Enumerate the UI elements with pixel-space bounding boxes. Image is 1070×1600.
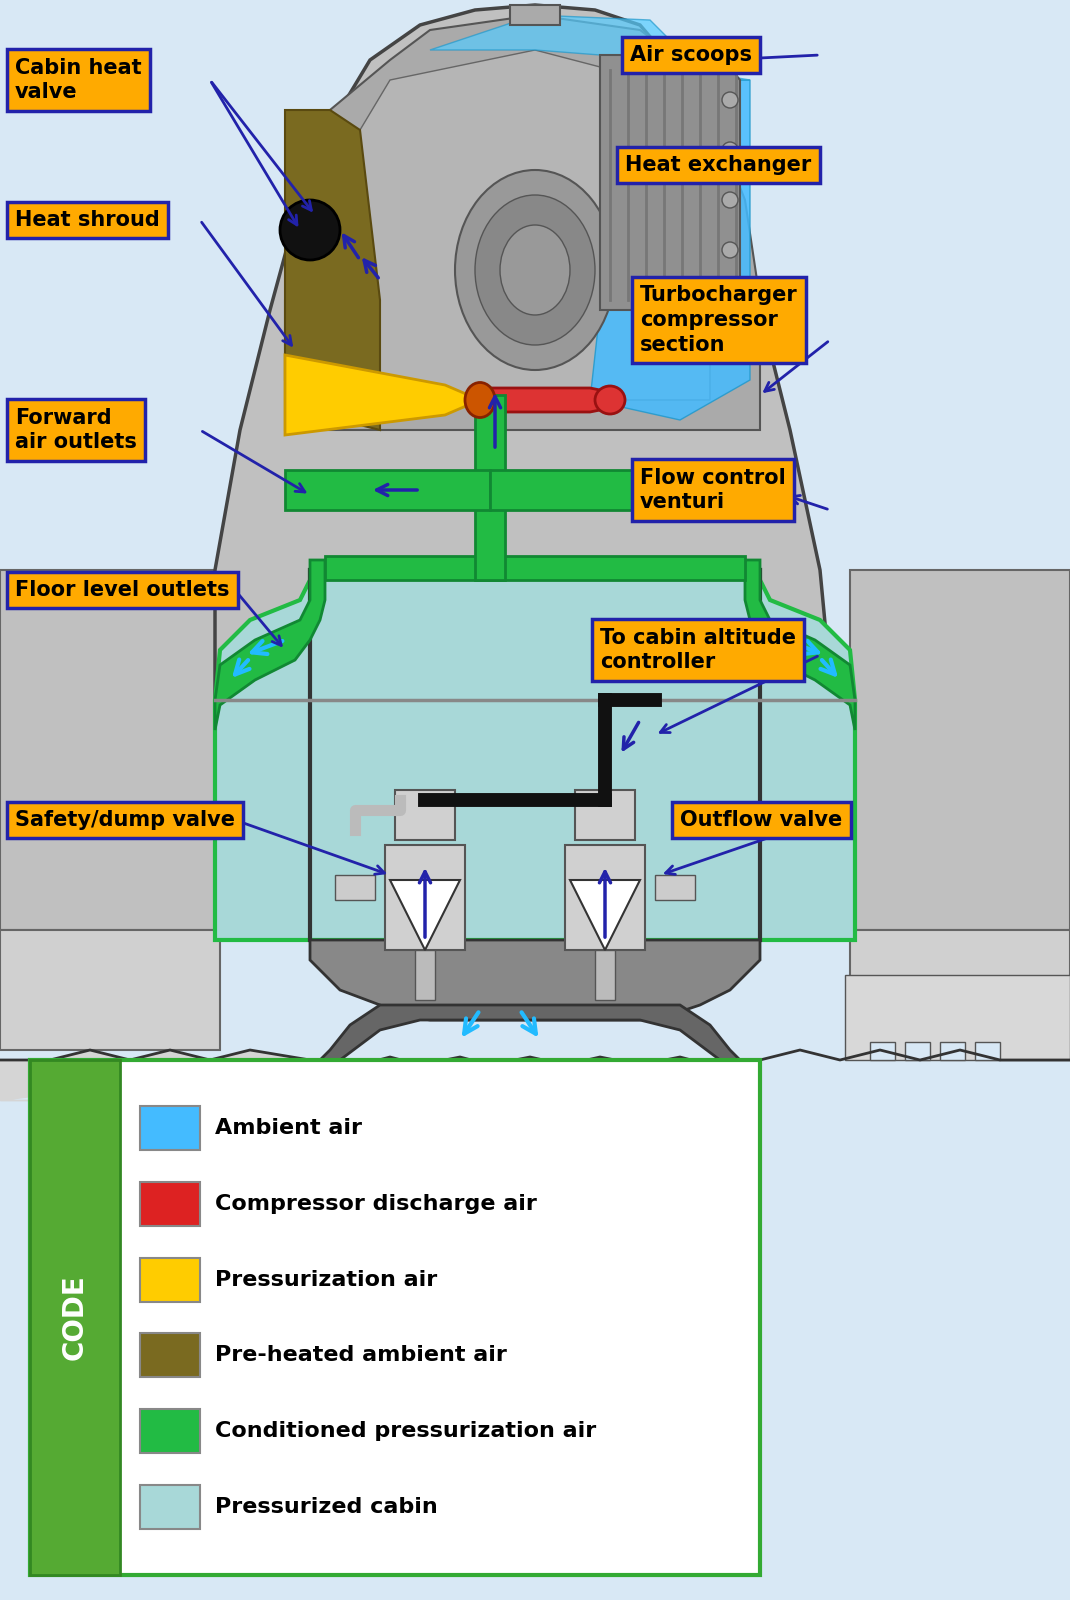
Bar — [140, 1106, 200, 1150]
Polygon shape — [285, 355, 480, 435]
Polygon shape — [430, 14, 750, 80]
Polygon shape — [325, 557, 745, 579]
Bar — [510, 5, 560, 26]
Polygon shape — [335, 50, 710, 400]
Bar — [140, 1182, 200, 1226]
Bar — [385, 845, 465, 950]
Text: Safety/dump valve: Safety/dump valve — [15, 810, 235, 830]
Bar — [140, 1258, 200, 1301]
Text: Floor level outlets: Floor level outlets — [15, 579, 229, 600]
Polygon shape — [745, 560, 855, 730]
Text: Air scoops: Air scoops — [630, 45, 752, 66]
Ellipse shape — [595, 386, 625, 414]
Bar — [655, 875, 696, 899]
Polygon shape — [310, 939, 760, 1021]
Ellipse shape — [465, 382, 495, 418]
Circle shape — [722, 242, 738, 258]
Bar — [0, 570, 220, 930]
Polygon shape — [590, 80, 750, 419]
Ellipse shape — [455, 170, 615, 370]
Bar — [595, 950, 615, 1000]
Polygon shape — [215, 570, 855, 939]
Polygon shape — [490, 470, 780, 510]
Polygon shape — [570, 880, 640, 950]
Bar — [845, 974, 1070, 1059]
Polygon shape — [475, 395, 505, 579]
Text: Cabin heat
valve: Cabin heat valve — [15, 58, 141, 102]
Circle shape — [722, 192, 738, 208]
Bar — [140, 1410, 200, 1453]
Text: Flow control
venturi: Flow control venturi — [640, 467, 785, 512]
Bar — [870, 1042, 895, 1059]
Bar — [140, 1485, 200, 1530]
Bar — [0, 930, 220, 1050]
Bar — [395, 790, 455, 840]
Bar — [975, 1042, 1000, 1059]
Polygon shape — [215, 560, 325, 730]
Bar — [850, 570, 1070, 930]
Text: To cabin altitude
controller: To cabin altitude controller — [600, 627, 796, 672]
Bar — [415, 950, 435, 1000]
Text: Forward
air outlets: Forward air outlets — [15, 408, 137, 453]
Bar — [941, 1042, 965, 1059]
Bar — [850, 930, 1070, 1050]
Bar — [565, 845, 645, 950]
Bar — [30, 1059, 120, 1574]
Polygon shape — [320, 1005, 740, 1059]
Text: Conditioned pressurization air: Conditioned pressurization air — [215, 1421, 596, 1442]
Bar — [30, 1059, 760, 1574]
Ellipse shape — [475, 195, 595, 346]
Bar — [575, 790, 635, 840]
Text: Pressurization air: Pressurization air — [215, 1269, 438, 1290]
Text: Pre-heated ambient air: Pre-heated ambient air — [215, 1346, 507, 1365]
Text: CODE: CODE — [61, 1275, 89, 1360]
Text: Pressurized cabin: Pressurized cabin — [215, 1498, 438, 1517]
Bar — [140, 1333, 200, 1378]
Polygon shape — [285, 470, 490, 510]
Ellipse shape — [500, 226, 570, 315]
Circle shape — [280, 200, 340, 259]
Text: Turbocharger
compressor
section: Turbocharger compressor section — [640, 285, 798, 355]
Circle shape — [722, 142, 738, 158]
Text: Outflow valve: Outflow valve — [681, 810, 842, 830]
Text: Heat exchanger: Heat exchanger — [625, 155, 811, 174]
Text: Compressor discharge air: Compressor discharge air — [215, 1194, 537, 1214]
Polygon shape — [389, 880, 460, 950]
Bar — [905, 1042, 930, 1059]
Polygon shape — [285, 110, 380, 430]
Polygon shape — [480, 387, 620, 411]
Polygon shape — [215, 5, 855, 939]
Bar — [335, 875, 374, 899]
Circle shape — [722, 91, 738, 109]
Polygon shape — [285, 14, 760, 430]
Text: Ambient air: Ambient air — [215, 1118, 362, 1138]
Polygon shape — [600, 54, 740, 310]
Text: Heat shroud: Heat shroud — [15, 210, 159, 230]
